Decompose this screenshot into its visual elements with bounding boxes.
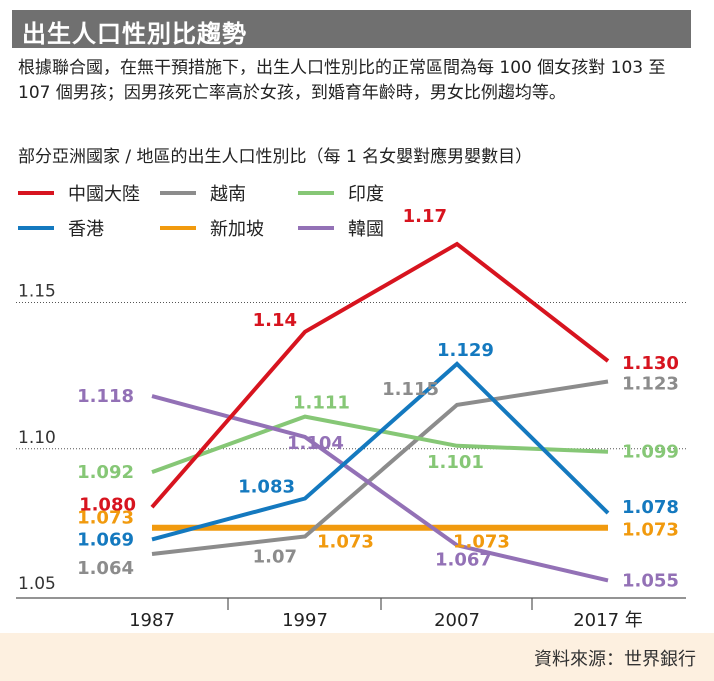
series-line-vietnam: [151, 379, 609, 556]
data-label-singapore: 1.073: [317, 532, 374, 553]
x-tick-label: 1997: [282, 610, 328, 631]
legend-swatch-india: [298, 191, 334, 195]
data-label-singapore: 1.073: [622, 520, 679, 541]
chart-title: 部分亞洲國家 / 地區的出生人口性別比（每 1 名女嬰對應男嬰數目）: [18, 147, 533, 167]
data-label-korea: 1.104: [287, 433, 344, 454]
x-tick-label: 2017 年: [573, 610, 643, 631]
intro-paragraph: 根據聯合國，在無干預措施下，出生人口性別比的正常區間為每 100 個女孩對 10…: [18, 58, 666, 103]
legend-label-vietnam: 越南: [210, 184, 246, 205]
data-label-vietnam: 1.123: [622, 373, 679, 394]
x-tick-label: 1987: [129, 610, 175, 631]
data-label-singapore: 1.073: [453, 532, 510, 553]
data-label-china: 1.14: [253, 310, 297, 331]
y-tick-label: 1.05: [18, 574, 56, 594]
data-label-hongkong: 1.083: [238, 476, 295, 497]
data-label-korea: 1.055: [622, 570, 679, 591]
legend-label-china: 中國大陸: [68, 184, 140, 205]
data-label-korea: 1.067: [435, 549, 492, 570]
title-bar: 出生人口性別比趨勢: [12, 10, 691, 48]
data-label-singapore: 1.073: [77, 508, 134, 529]
x-tick-label: 2007: [434, 610, 480, 631]
data-label-korea: 1.118: [77, 386, 134, 407]
data-label-india: 1.092: [77, 462, 134, 483]
data-label-india: 1.111: [293, 393, 350, 414]
series-line-china: [150, 241, 610, 509]
data-label-china: 1.130: [622, 353, 679, 374]
y-tick-label: 1.10: [18, 428, 56, 448]
data-label-india: 1.099: [622, 442, 679, 463]
legend-swatch-korea: [298, 226, 334, 230]
series-line-hongkong: [151, 361, 610, 542]
data-label-hongkong: 1.129: [437, 340, 494, 361]
data-label-hongkong: 1.069: [77, 529, 134, 550]
data-label-india: 1.101: [427, 452, 484, 473]
data-label-vietnam: 1.115: [382, 379, 439, 400]
legend-label-singapore: 新加坡: [210, 219, 264, 240]
source-credit: 資料來源：世界銀行: [534, 649, 696, 670]
series-line-korea: [151, 394, 609, 583]
legend-swatch-hongkong: [18, 226, 54, 230]
legend-swatch-china: [18, 191, 54, 195]
y-tick-label: 1.15: [18, 282, 56, 302]
legend-label-hongkong: 香港: [68, 219, 104, 240]
data-label-vietnam: 1.064: [77, 558, 134, 579]
legend-swatch-singapore: [160, 226, 196, 230]
footer-band: [0, 633, 714, 681]
data-label-hongkong: 1.078: [622, 497, 679, 518]
legend-swatch-vietnam: [160, 191, 196, 195]
data-label-china: 1.080: [79, 494, 136, 515]
data-label-vietnam: 1.07: [253, 547, 297, 568]
data-label-china: 1.17: [403, 206, 447, 227]
legend-label-korea: 韓國: [348, 219, 384, 240]
page-title: 出生人口性別比趨勢: [22, 20, 247, 48]
legend-label-india: 印度: [348, 184, 384, 205]
